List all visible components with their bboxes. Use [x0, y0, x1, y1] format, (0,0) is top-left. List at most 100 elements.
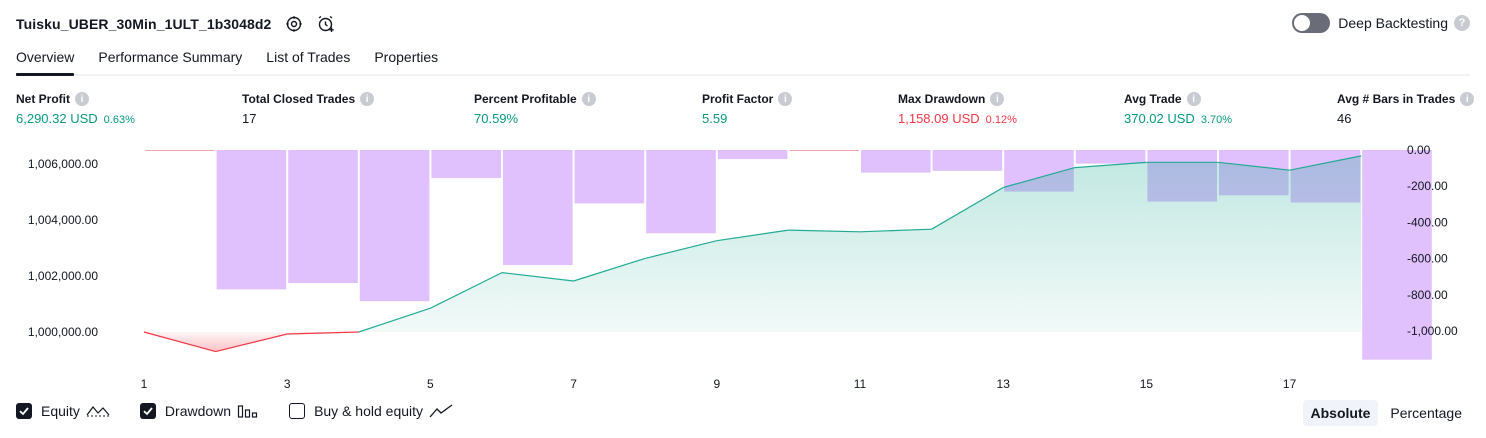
deep-backtesting-control: Deep Backtesting ? [1292, 13, 1470, 33]
equity-line-segment [788, 229, 861, 233]
info-icon[interactable]: i [360, 92, 375, 106]
equity-line-segment [215, 333, 288, 353]
legend-drawdown[interactable]: Drawdown [139, 403, 259, 419]
left-axis-tick-label: 1,002,000.00 [28, 269, 98, 283]
deep-backtesting-toggle[interactable] [1292, 13, 1331, 33]
metric-total-closed-trades: Total Closed Trades i 17 [242, 92, 375, 126]
metric-label: Total Closed Trades [242, 92, 356, 106]
drawdown-bar [503, 150, 573, 265]
metrics-row: Net Profit i 6,290.32 USD 0.63% Total Clos… [0, 92, 1486, 132]
equity-line-segment [1003, 167, 1075, 189]
x-axis-tick-label: 15 [1140, 377, 1154, 391]
x-axis-tick-label: 1 [141, 377, 148, 391]
metric-percent: 0.63% [103, 114, 135, 126]
drawdown-bar [216, 150, 287, 290]
tab-list-of-trades[interactable]: List of Trades [266, 49, 351, 65]
metric-label: Avg Trade [1124, 92, 1182, 106]
info-icon[interactable]: i [75, 92, 89, 106]
legend-buy-hold[interactable]: Buy & hold equity [289, 403, 453, 419]
settings-icon[interactable] [285, 15, 303, 33]
metric-value: 1,158.09 USD [898, 111, 980, 126]
tab-overview[interactable]: Overview [16, 44, 75, 76]
metric-value: 46 [1337, 111, 1352, 126]
right-axis-tick-label: -800.00 [1407, 288, 1448, 302]
legend-equity[interactable]: Equity [16, 403, 110, 419]
info-icon[interactable]: i [778, 92, 793, 106]
equity-area-positive [144, 155, 1362, 332]
legend-label: Drawdown [164, 403, 232, 419]
equity-area-negative [144, 332, 1362, 352]
metric-value: 17 [242, 111, 257, 126]
buy-hold-checkbox[interactable] [289, 403, 306, 419]
percentage-button[interactable]: Percentage [1390, 405, 1462, 421]
x-axis-tick-label: 17 [1283, 377, 1297, 391]
value-mode-switch: Absolute Percentage [1299, 400, 1471, 426]
metric-avg-trade: Avg Trade i 370.02 USD 3.70% [1124, 92, 1232, 126]
metric-label: Percent Profitable [474, 92, 577, 106]
metric-label: Avg # Bars in Trades [1337, 92, 1456, 106]
deep-backtesting-label: Deep Backtesting [1338, 15, 1448, 31]
metric-max-drawdown: Max Drawdown i 1,158.09 USD 0.12% [898, 92, 1017, 126]
equity-line-segment [287, 331, 359, 335]
toggle-knob [1294, 15, 1311, 31]
metric-value: 6,290.32 USD [16, 111, 98, 126]
x-axis-tick-label: 3 [284, 377, 291, 391]
info-icon[interactable]: i [990, 92, 1005, 106]
equity-line-segment [573, 257, 646, 282]
metric-percent-profitable: Percent Profitable i 70.59% [474, 92, 596, 126]
equity-drawdown-chart[interactable]: 1,000,000.00 1,002,000.00 1,004,000.00 1,00… [0, 140, 1486, 395]
drawdown-bar [288, 150, 358, 284]
metric-label: Profit Factor [702, 92, 774, 106]
tab-properties[interactable]: Properties [374, 49, 439, 65]
equity-line-segment [1217, 161, 1290, 171]
drawdown-bar [1075, 150, 1146, 164]
equity-line-segment [859, 228, 932, 233]
drawdown-bar [1362, 150, 1432, 360]
equity-line-segment [1074, 161, 1147, 169]
drawdown-bar [861, 150, 931, 173]
metric-value: 370.02 USD [1124, 111, 1195, 126]
info-icon[interactable]: i [581, 92, 596, 106]
tab-bar: Overview Performance Summary List of Tra… [16, 44, 1470, 76]
buy-hold-line-icon [429, 403, 453, 419]
left-axis-tick-label: 1,004,000.00 [28, 213, 98, 227]
info-icon[interactable]: i [1460, 92, 1475, 106]
drawdown-bar [789, 150, 859, 151]
drawdown-bar [574, 150, 645, 204]
chart-legend: Equity Drawdown Buy & hold equity [16, 403, 483, 419]
equity-line-segment [931, 186, 1004, 230]
x-axis-tick-label: 13 [997, 377, 1011, 391]
help-icon[interactable]: ? [1454, 15, 1470, 31]
equity-checkbox[interactable] [16, 403, 32, 419]
right-axis-tick-label: -400.00 [1407, 215, 1448, 229]
metric-value: 5.59 [702, 111, 728, 126]
absolute-button[interactable]: Absolute [1302, 400, 1379, 426]
drawdown-bars-icon [237, 403, 259, 419]
drawdown-bar [932, 150, 1003, 171]
info-icon[interactable]: i [1186, 92, 1201, 106]
metric-value: 70.59% [474, 111, 519, 126]
right-axis-tick-label: -1,000.00 [1407, 324, 1458, 338]
equity-line-icon [86, 403, 110, 419]
metric-label: Net Profit [16, 92, 70, 106]
metric-label: Max Drawdown [898, 92, 986, 106]
metric-profit-factor: Profit Factor i 5.59 [702, 92, 793, 126]
x-axis-tick-label: 11 [854, 377, 867, 391]
equity-line-segment [501, 272, 574, 282]
metric-net-profit: Net Profit i 6,290.32 USD 0.63% [16, 92, 135, 126]
x-axis-tick-label: 7 [570, 377, 577, 391]
equity-line-segment [358, 307, 431, 333]
drawdown-bar [145, 150, 215, 151]
drawdown-bar [717, 150, 788, 160]
strategy-header: Tuisku_UBER_30Min_1ULT_1b3048d2 [16, 12, 335, 36]
right-axis-tick-label: -600.00 [1407, 252, 1448, 266]
add-alert-icon[interactable] [317, 15, 335, 33]
metric-percent: 3.70% [1200, 114, 1233, 126]
drawdown-bar [431, 150, 501, 179]
drawdown-checkbox[interactable] [139, 403, 156, 419]
legend-label: Buy & hold equity [314, 403, 424, 419]
equity-line-segment [645, 240, 717, 259]
drawdown-bar [646, 150, 716, 234]
left-axis-tick-label: 1,000,000.00 [28, 325, 98, 339]
tab-performance-summary[interactable]: Performance Summary [98, 49, 243, 65]
